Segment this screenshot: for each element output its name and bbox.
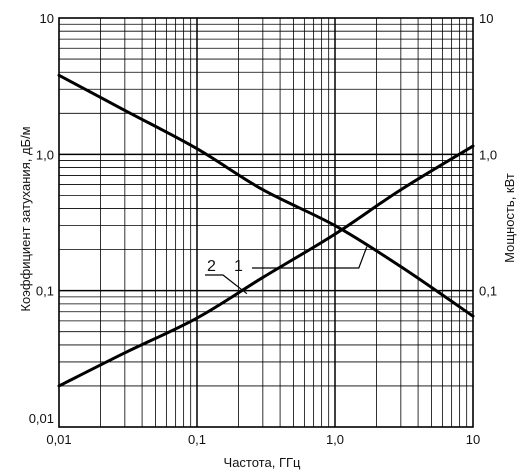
series-2-leader [205, 274, 248, 295]
y-tick-label-right: 0,1 [479, 284, 497, 299]
x-tick-label: 0,1 [188, 432, 206, 447]
series-1-leader [252, 246, 368, 269]
series-2-line [57, 144, 475, 388]
y-tick-label-left: 1,0 [36, 147, 54, 162]
y-axis-label-right: Мощность, кВт [502, 173, 517, 263]
series-layer: 12 [57, 73, 475, 388]
series-2-tag: 2 [207, 258, 216, 275]
series-1-tag: 1 [234, 258, 243, 275]
grid [59, 18, 473, 427]
tick-labels: 0,01 0,1 1,0 10 0,01 0,1 1,0 10 0,1 1,0 10 [29, 11, 497, 447]
x-tick-label: 10 [466, 432, 480, 447]
x-axis-label: Частота, ГГц [224, 455, 301, 470]
y-tick-label-right: 1,0 [479, 147, 497, 162]
plot-frame [58, 17, 474, 428]
y-tick-label-left: 0,01 [29, 411, 54, 426]
y-tick-label-right: 10 [479, 11, 493, 26]
x-tick-label: 1,0 [326, 432, 344, 447]
y-axis-label-left: Коэффициент затухания, дБ/м [18, 126, 33, 311]
y-tick-label-left: 0,1 [36, 284, 54, 299]
x-tick-label: 0,01 [46, 432, 71, 447]
y-tick-label-left: 10 [40, 11, 54, 26]
series-1-line [57, 73, 475, 318]
